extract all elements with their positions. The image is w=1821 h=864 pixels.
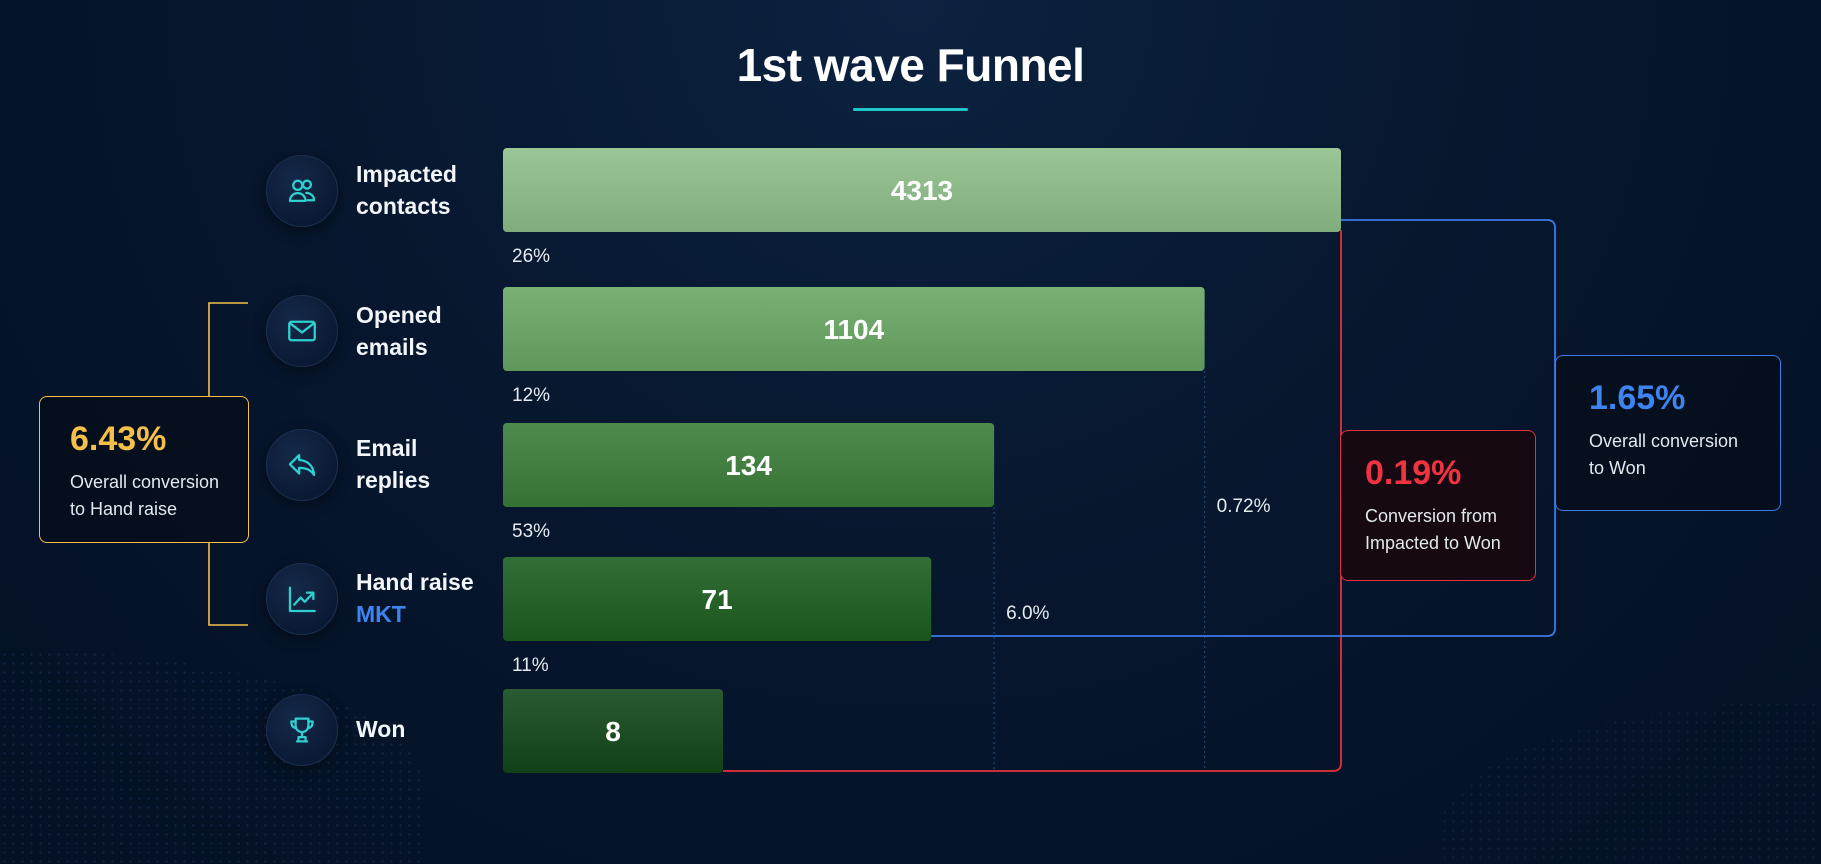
page-title: 1st wave Funnel bbox=[736, 39, 1085, 91]
skip-conversion-label: 0.72% bbox=[1217, 496, 1271, 517]
stage-label-line1: Impacted bbox=[356, 161, 457, 187]
bar-shade-won bbox=[503, 689, 723, 773]
stage-label-won: Won bbox=[356, 713, 405, 745]
card-value: 6.43% bbox=[70, 420, 167, 458]
card-description: Overall conversion to Hand raise bbox=[70, 469, 248, 523]
reply-icon bbox=[266, 429, 338, 501]
envelope-icon bbox=[266, 295, 338, 367]
title-underline bbox=[853, 108, 968, 111]
card-line1: Overall conversion bbox=[1589, 431, 1739, 451]
stage-label-sub: MKT bbox=[356, 601, 406, 627]
card-value: 1.65% bbox=[1589, 379, 1686, 417]
trending-up-icon bbox=[266, 563, 338, 635]
bar-shade-impacted-contacts bbox=[503, 148, 1341, 232]
card-line2: to Hand raise bbox=[70, 499, 178, 519]
bar-shade-email-replies bbox=[503, 423, 995, 507]
bar-value-won: 8 bbox=[605, 716, 621, 747]
stage-label-line1: Hand raise bbox=[356, 569, 474, 595]
bar-value-impacted-contacts: 4313 bbox=[891, 175, 953, 206]
stage-label-line1: Opened bbox=[356, 302, 442, 328]
stage-label-line2: emails bbox=[356, 334, 428, 360]
card-value: 0.19% bbox=[1365, 454, 1462, 492]
stage-label-line1: Won bbox=[356, 716, 406, 742]
overall-won-conversion-card: 1.65% Overall conversion to Won bbox=[1555, 355, 1781, 511]
card-description: Overall conversion to Won bbox=[1589, 428, 1780, 482]
stage-label-line1: Email bbox=[356, 435, 418, 461]
bar-value-hand-raise-mkt: 71 bbox=[702, 584, 733, 615]
stage-label-opened-emails: Opened emails bbox=[356, 299, 442, 363]
step-conversion-label: 11% bbox=[512, 655, 549, 676]
stage-label-email-replies: Email replies bbox=[356, 432, 430, 496]
stage-label-line2: replies bbox=[356, 467, 431, 493]
stage-label-line2: contacts bbox=[356, 193, 451, 219]
impacted-to-won-connector bbox=[722, 230, 1342, 772]
impacted-to-won-card: 0.19% Conversion from Impacted to Won bbox=[1340, 430, 1536, 581]
bar-shade-opened-emails bbox=[503, 287, 1205, 371]
card-line2: Impacted to Won bbox=[1365, 533, 1501, 553]
bar-shade-hand-raise-mkt bbox=[503, 557, 932, 641]
bar-value-opened-emails: 1104 bbox=[823, 314, 884, 345]
bar-value-email-replies: 134 bbox=[725, 450, 772, 481]
card-description: Conversion from Impacted to Won bbox=[1365, 503, 1535, 557]
step-conversion-label: 53% bbox=[512, 521, 550, 542]
card-line1: Conversion from bbox=[1365, 506, 1498, 526]
skip-conversion-label: 6.0% bbox=[1006, 603, 1049, 624]
stage-label-hand-raise: Hand raise MKT bbox=[356, 566, 474, 630]
hand-raise-bracket bbox=[208, 302, 248, 626]
card-line1: Overall conversion bbox=[70, 472, 220, 492]
users-icon bbox=[266, 155, 338, 227]
step-conversion-label: 26% bbox=[512, 246, 550, 267]
hand-raise-conversion-card: 6.43% Overall conversion to Hand raise bbox=[39, 396, 249, 543]
trophy-icon bbox=[266, 694, 338, 766]
step-conversion-label: 12% bbox=[512, 385, 550, 406]
card-line2: to Won bbox=[1589, 458, 1646, 478]
stage-label-impacted-contacts: Impacted contacts bbox=[356, 158, 457, 222]
